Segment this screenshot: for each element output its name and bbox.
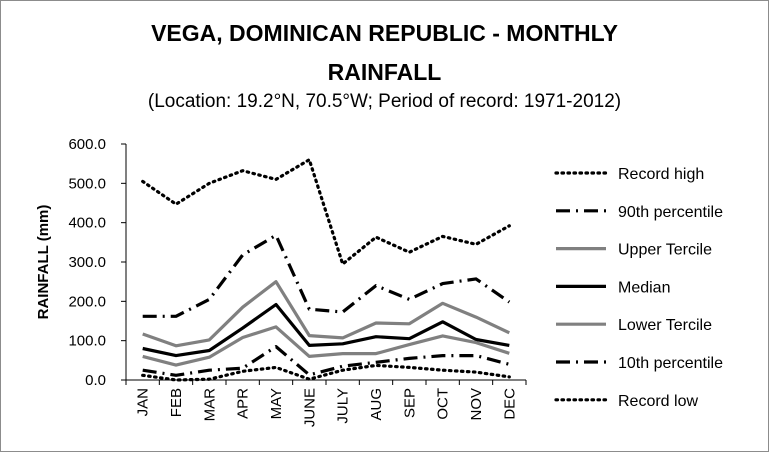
chart-series bbox=[141, 158, 511, 382]
y-tick-label: 300.0 bbox=[68, 254, 106, 271]
x-tick-label: AUG bbox=[368, 388, 385, 421]
series-line-record-high bbox=[141, 158, 511, 266]
legend-label-upper-tercile: Upper Tercile bbox=[618, 242, 712, 259]
legend-label-10th-percentile: 10th percentile bbox=[618, 355, 723, 372]
x-tick-label: OCT bbox=[435, 388, 452, 420]
y-tick-label: 500.0 bbox=[68, 175, 106, 192]
x-tick-label: APR bbox=[235, 388, 252, 419]
x-tick-label: FEB bbox=[168, 388, 185, 417]
legend-label-lower-tercile: Lower Tercile bbox=[618, 317, 712, 334]
legend-label-record-low: Record low bbox=[618, 393, 698, 410]
series-line-record-low bbox=[141, 363, 511, 382]
series-line-90th-percentile bbox=[142, 233, 511, 318]
legend-label-record-high: Record high bbox=[618, 166, 704, 183]
chart-subtitle: (Location: 19.2°N, 70.5°W; Period of rec… bbox=[147, 91, 622, 112]
series-line-median bbox=[142, 302, 510, 358]
series-line-lower-tercile bbox=[142, 325, 510, 367]
y-tick-label: 600.0 bbox=[68, 136, 106, 153]
series-line-upper-tercile bbox=[142, 280, 510, 348]
x-tick-label: JAN bbox=[135, 388, 152, 416]
y-tick-label: 200.0 bbox=[68, 293, 106, 310]
x-tick-label: JUNE bbox=[301, 388, 318, 427]
x-tick-label: DEC bbox=[501, 388, 518, 420]
chart-axes: 0.0 100.0 200.0 300.0 400.0 500.0 600.0 JAN FEB M… bbox=[35, 136, 527, 427]
x-tick-label: MAY bbox=[268, 388, 285, 419]
y-tick-label: 400.0 bbox=[68, 215, 106, 232]
legend-label-90th-percentile: 90th percentile bbox=[618, 204, 723, 221]
legend-label-median: Median bbox=[618, 279, 670, 296]
y-tick-label: 0.0 bbox=[85, 372, 106, 389]
y-axis-label: RAINFALL (mm) bbox=[35, 205, 52, 320]
chart-title-line-2: RAINFALL bbox=[327, 59, 442, 85]
x-tick-label: MAR bbox=[201, 388, 218, 422]
y-tick-label: 100.0 bbox=[68, 333, 106, 350]
series-line-10th-percentile bbox=[142, 345, 510, 377]
chart-title-line-1: VEGA, DOMINICAN REPUBLIC - MONTHLY bbox=[151, 20, 618, 46]
x-tick-label: JULY bbox=[335, 388, 352, 424]
x-tick-label: NOV bbox=[468, 388, 485, 421]
x-tick-label: SEP bbox=[401, 388, 418, 418]
chart-legend: Record high 90th percentile Upper Tercile M… bbox=[554, 166, 723, 410]
